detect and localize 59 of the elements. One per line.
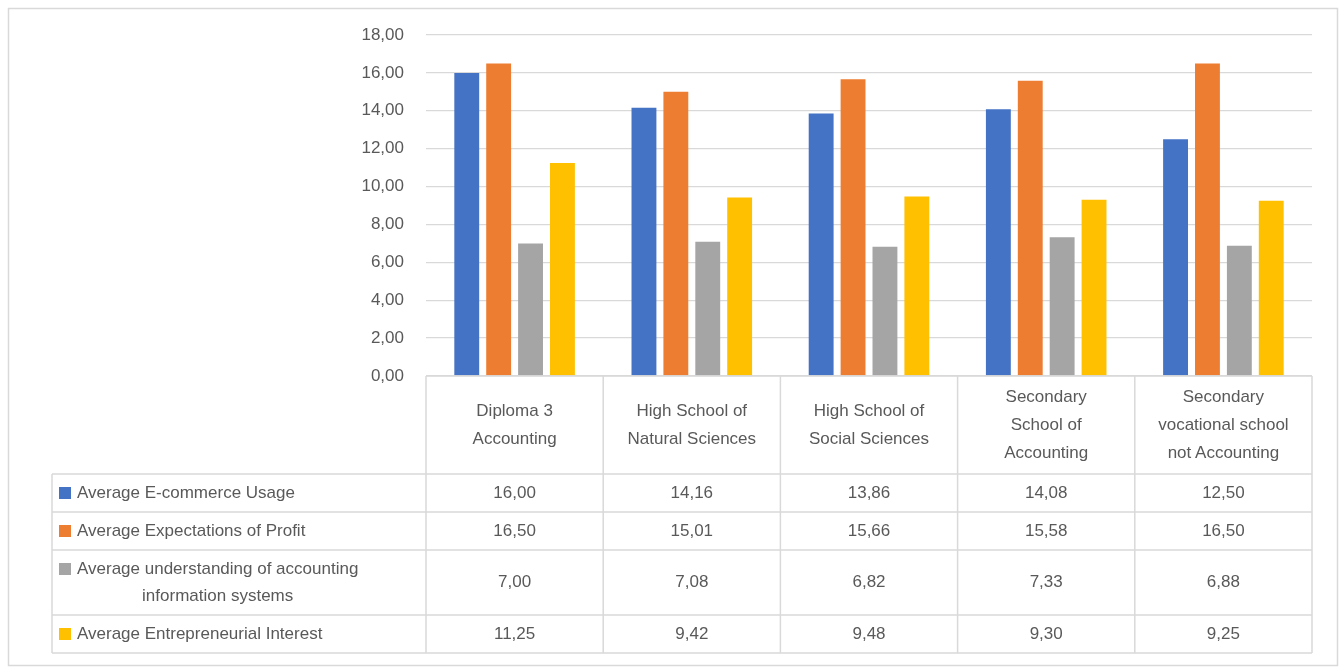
y-tick-label: 18,00 — [361, 24, 404, 44]
data-label: 9,30 — [1029, 623, 1063, 643]
bar — [727, 197, 753, 376]
bar — [1049, 237, 1075, 376]
x-tick-label: Secondary vocational school not Accounting — [1158, 386, 1289, 462]
data-label: 13,86 — [847, 482, 891, 502]
bar — [1163, 139, 1188, 376]
data-label: 16,50 — [493, 520, 536, 540]
y-tick-label: 2,00 — [370, 327, 404, 347]
bar — [1258, 200, 1284, 376]
data-label: 9,42 — [675, 623, 709, 643]
data-label: 7,08 — [675, 572, 709, 592]
data-label: 11,25 — [493, 623, 536, 643]
bar — [840, 79, 866, 376]
bar — [1017, 80, 1043, 376]
bar — [663, 91, 689, 376]
bar — [454, 72, 480, 376]
bar — [486, 63, 512, 376]
y-tick-label: 8,00 — [370, 214, 404, 234]
bar — [631, 107, 657, 376]
data-label: 14,16 — [670, 482, 714, 502]
bar — [1081, 199, 1107, 376]
bar — [518, 243, 543, 376]
data-label: 12,50 — [1202, 482, 1245, 502]
data-label: 16,00 — [493, 482, 536, 502]
data-label: 7,33 — [1029, 572, 1063, 592]
data-label: 14,08 — [1024, 482, 1068, 502]
legend-label: Average E-commerce Usage — [77, 482, 295, 502]
bar — [550, 162, 575, 376]
data-label: 15,66 — [847, 520, 891, 540]
x-tick-label: Diploma 3 Accounting — [472, 400, 557, 448]
data-label: 15,01 — [670, 520, 714, 540]
bar — [695, 241, 721, 376]
data-label: 9,25 — [1206, 623, 1240, 643]
x-tick-label: High School of Natural Sciences — [627, 400, 757, 448]
y-tick-label: 10,00 — [361, 176, 404, 196]
data-label: 6,82 — [852, 572, 886, 592]
data-label: 16,50 — [1202, 520, 1245, 540]
bar — [1226, 245, 1252, 376]
x-tick-label: High School of Social Sciences — [808, 400, 930, 448]
data-label: 9,48 — [852, 623, 886, 643]
bar — [872, 246, 898, 376]
legend-label: Average Entrepreneurial Interest — [77, 623, 323, 643]
y-tick-label: 12,00 — [361, 138, 404, 158]
y-tick-label: 14,00 — [361, 100, 404, 120]
x-tick-label: Secondary School of Accounting — [1004, 386, 1089, 462]
bar — [904, 196, 930, 376]
y-tick-label: 4,00 — [370, 289, 404, 309]
y-tick-label: 6,00 — [370, 252, 404, 272]
y-tick-label: 0,00 — [370, 365, 404, 385]
bar — [808, 113, 834, 376]
legend-label: Average understanding of accounting information systems — [77, 558, 359, 605]
legend-label: Average Expectations of Profit — [77, 520, 306, 540]
data-label: 15,58 — [1024, 520, 1068, 540]
data-label: 7,00 — [498, 572, 532, 592]
data-label: 6,88 — [1206, 572, 1240, 592]
y-tick-label: 16,00 — [361, 62, 404, 82]
bar — [1195, 63, 1220, 376]
bar — [985, 109, 1011, 376]
